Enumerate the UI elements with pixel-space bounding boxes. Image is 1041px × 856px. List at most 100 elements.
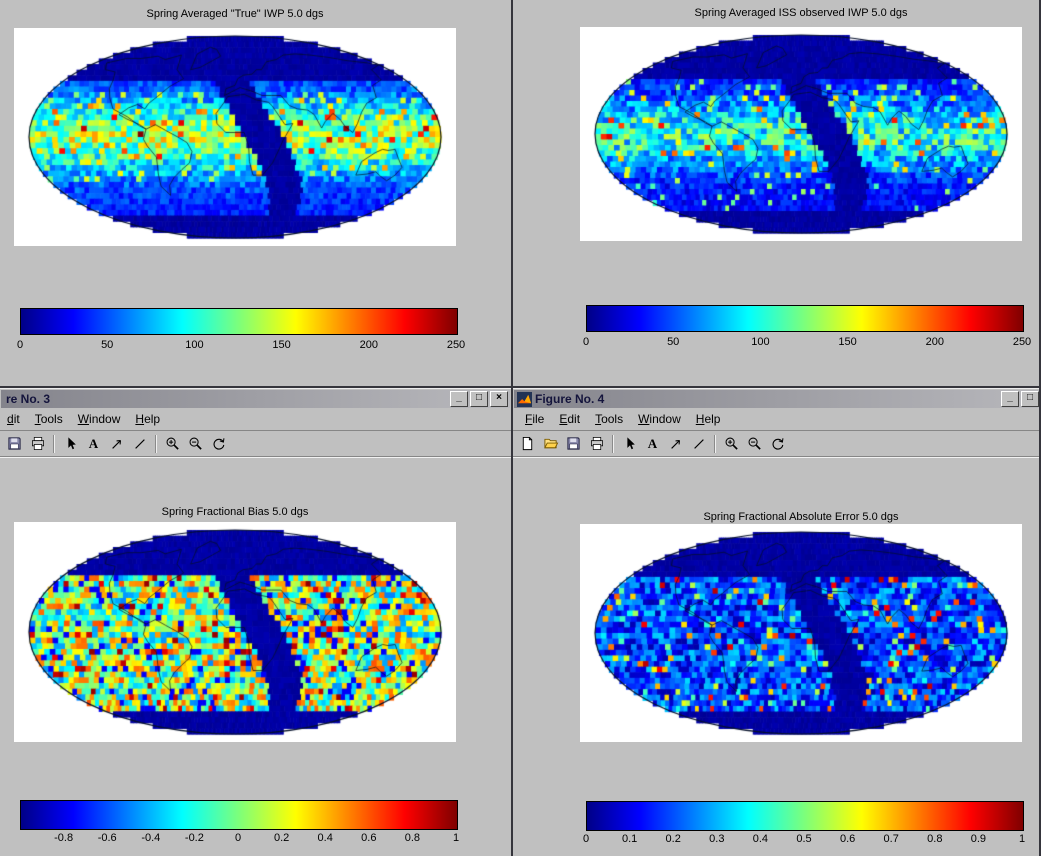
world-map-iss-observed-iwp bbox=[580, 27, 1022, 241]
print-icon bbox=[31, 437, 44, 450]
tick-label: 0.6 bbox=[839, 833, 856, 845]
menu-tools[interactable]: Tools bbox=[595, 412, 624, 426]
tick-label: 0.4 bbox=[752, 833, 769, 845]
toolbar: A bbox=[513, 431, 1041, 457]
maximize-button[interactable]: □ bbox=[1021, 391, 1039, 407]
map-area bbox=[580, 27, 1022, 241]
toolbar-separator bbox=[612, 434, 614, 453]
arrow-icon bbox=[111, 439, 121, 449]
save-icon bbox=[8, 437, 21, 450]
tick-label: 0.6 bbox=[361, 832, 377, 844]
menu-tools[interactable]: Tools bbox=[34, 412, 63, 426]
menu-bar: dit Tools Window Help bbox=[0, 408, 511, 431]
arrow-annotation-button[interactable] bbox=[664, 434, 687, 454]
tick-label: 0 bbox=[234, 832, 242, 844]
window-controls: _ □ × bbox=[450, 391, 508, 407]
print-button[interactable] bbox=[585, 434, 608, 454]
arrow-annotation-button[interactable] bbox=[105, 434, 128, 454]
figure3-window: re No. 3 _ □ × dit Tools Window Help bbox=[0, 388, 511, 856]
zoom-out-button[interactable] bbox=[743, 434, 766, 454]
colorbar-ticks: 0 50 100 150 200 250 bbox=[583, 336, 1031, 350]
tick-label: 250 bbox=[1012, 336, 1032, 348]
close-button[interactable]: × bbox=[490, 391, 508, 407]
tick-label: 0.1 bbox=[621, 833, 638, 845]
zoom-out-button[interactable] bbox=[184, 434, 207, 454]
tick-label: -0.8 bbox=[54, 832, 74, 844]
window-border-vertical bbox=[511, 0, 513, 856]
plot-title: Spring Fractional Absolute Error 5.0 dgs bbox=[703, 511, 899, 523]
rotate-3d-button[interactable] bbox=[766, 434, 789, 454]
tick-label: 0 bbox=[582, 833, 590, 845]
print-icon bbox=[590, 437, 603, 450]
tick-label: 1 bbox=[1018, 833, 1026, 845]
line-icon bbox=[134, 438, 145, 449]
line-annotation-button[interactable] bbox=[687, 434, 710, 454]
minimize-button[interactable]: _ bbox=[1001, 391, 1019, 407]
line-icon bbox=[693, 438, 704, 449]
tick-label: -0.2 bbox=[184, 832, 204, 844]
colorbar-ticks: 0 0.1 0.2 0.3 0.4 0.5 0.6 0.7 0.8 0.9 1 bbox=[582, 833, 1026, 847]
tick-label: 0 bbox=[16, 339, 24, 351]
tick-label: 150 bbox=[838, 336, 857, 348]
pointer-icon bbox=[67, 437, 76, 450]
text-annotation-button[interactable]: A bbox=[88, 435, 99, 451]
open-file-button[interactable] bbox=[539, 434, 562, 454]
map-area bbox=[14, 28, 456, 246]
tick-label: 50 bbox=[667, 336, 680, 348]
arrow-icon bbox=[670, 439, 680, 449]
rotate-3d-icon bbox=[213, 438, 225, 450]
tick-label: 200 bbox=[925, 336, 944, 348]
toolbar-separator bbox=[155, 434, 157, 453]
map-area bbox=[14, 522, 456, 742]
window-controls: _ □ × bbox=[1001, 391, 1041, 407]
save-button[interactable] bbox=[562, 434, 585, 454]
zoom-in-icon bbox=[725, 437, 738, 450]
tick-label: 1 bbox=[452, 832, 460, 844]
matlab-figure-icon bbox=[517, 391, 532, 407]
open-folder-icon bbox=[543, 438, 558, 449]
menu-edit[interactable]: Edit bbox=[559, 412, 581, 426]
line-annotation-button[interactable] bbox=[128, 434, 151, 454]
rotate-3d-icon bbox=[772, 438, 784, 450]
pointer-tool-button[interactable] bbox=[59, 434, 82, 454]
figure4-titlebar[interactable]: Figure No. 4 _ □ × bbox=[514, 390, 1041, 408]
colorbar-ticks: -0.8 -0.6 -0.4 -0.2 0 0.2 0.4 0.6 0.8 1 bbox=[20, 832, 460, 846]
window-title: re No. 3 bbox=[6, 392, 51, 406]
save-icon bbox=[567, 437, 580, 450]
colorbar-ticks: 0 50 100 150 200 250 bbox=[16, 339, 465, 353]
plot-title: Spring Averaged ISS observed IWP 5.0 dgs bbox=[694, 7, 908, 19]
new-figure-button[interactable] bbox=[516, 434, 539, 454]
menu-edit[interactable]: dit bbox=[7, 412, 20, 426]
zoom-in-button[interactable] bbox=[720, 434, 743, 454]
tick-label: 0.8 bbox=[404, 832, 421, 844]
tick-label: 200 bbox=[359, 339, 378, 351]
tick-label: 0.5 bbox=[796, 833, 812, 845]
print-button[interactable] bbox=[26, 434, 49, 454]
tick-label: 0.7 bbox=[883, 833, 899, 845]
plot-title: Spring Fractional Bias 5.0 dgs bbox=[161, 506, 309, 518]
save-button[interactable] bbox=[3, 434, 26, 454]
text-annotation-button[interactable]: A bbox=[647, 435, 658, 451]
menu-file[interactable]: File bbox=[525, 412, 545, 426]
tick-label: 100 bbox=[751, 336, 770, 348]
menu-help[interactable]: Help bbox=[135, 412, 161, 426]
tick-label: 0.3 bbox=[709, 833, 725, 845]
menu-help[interactable]: Help bbox=[695, 412, 721, 426]
tick-label: 150 bbox=[272, 339, 291, 351]
figure3-titlebar[interactable]: re No. 3 _ □ × bbox=[1, 390, 510, 408]
tick-label: 0.8 bbox=[927, 833, 943, 845]
pointer-tool-button[interactable] bbox=[618, 434, 641, 454]
menu-window[interactable]: Window bbox=[638, 412, 681, 426]
menu-bar: File Edit Tools Window Help bbox=[513, 408, 1041, 431]
zoom-in-button[interactable] bbox=[161, 434, 184, 454]
menu-window[interactable]: Window bbox=[77, 412, 121, 426]
colorbar bbox=[586, 801, 1024, 831]
rotate-3d-button[interactable] bbox=[207, 434, 230, 454]
minimize-button[interactable]: _ bbox=[450, 391, 468, 407]
new-file-icon bbox=[522, 436, 533, 451]
tick-label: 250 bbox=[446, 339, 466, 351]
toolbar: A bbox=[0, 431, 511, 457]
maximize-button[interactable]: □ bbox=[470, 391, 488, 407]
tick-label: 50 bbox=[101, 339, 114, 351]
